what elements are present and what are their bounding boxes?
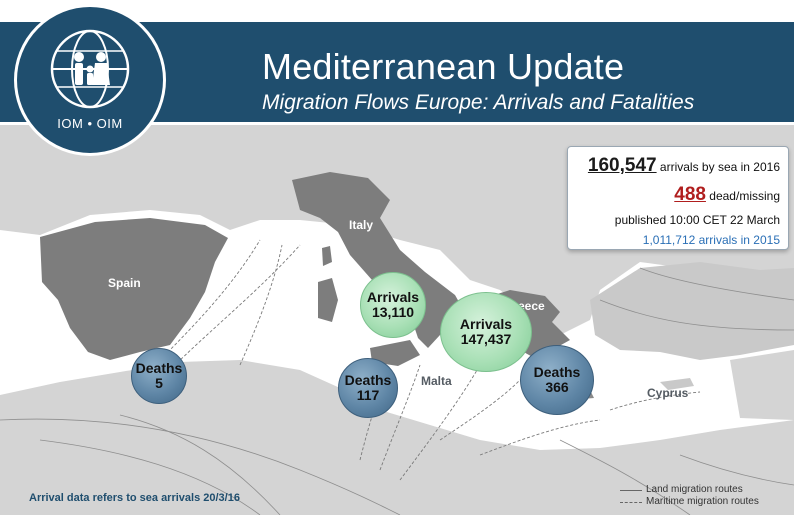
iom-logo: [14, 4, 166, 156]
label-malta: Malta: [421, 374, 452, 388]
legend-dashed-line: [620, 502, 642, 503]
bubble-label: Arrivals: [366, 288, 420, 305]
label-italy: Italy: [349, 218, 374, 232]
bubble-label: Deaths: [135, 359, 183, 376]
dead-total: 488: [674, 184, 706, 205]
bubble-greece-arrivals: Arrivals 147,437: [440, 292, 532, 372]
land-middle-east: [730, 350, 794, 420]
dead-line: 488 dead/missing: [674, 184, 780, 206]
arrivals-suffix: arrivals by sea in 2016: [656, 160, 780, 174]
bubble-label: Deaths: [344, 371, 392, 388]
bubble-label: Deaths: [533, 363, 581, 380]
dead-suffix: dead/missing: [705, 189, 780, 203]
land-cyprus: [660, 378, 694, 390]
legend-maritime-label: Maritime migration routes: [646, 496, 759, 507]
land-turkey: [590, 262, 794, 360]
bubble-value: 117: [356, 387, 380, 403]
logo-text: IOM • OIM: [57, 116, 123, 131]
page-subtitle: Migration Flows Europe: Arrivals and Fat…: [262, 91, 695, 114]
arrivals-total: 160,547: [587, 155, 657, 176]
bubble-greece-deaths: Deaths 366: [520, 345, 594, 415]
iom-family-globe-icon: [50, 29, 130, 109]
page-title: Mediterranean Update: [262, 46, 625, 87]
bubble-spain-deaths: Deaths 5: [131, 348, 187, 404]
header-divider: [0, 122, 794, 125]
published-timestamp: published 10:00 CET 22 March: [614, 213, 780, 227]
label-spain: Spain: [108, 276, 141, 290]
legend-solid-line: [620, 490, 642, 491]
bubble-value: 13,110: [371, 304, 415, 320]
bubble-value: 147,437: [460, 331, 512, 347]
bubble-italy-arrivals: Arrivals 13,110: [360, 272, 426, 338]
map-legend: Land migration routes Maritime migration…: [620, 484, 790, 512]
bubble-value: 366: [545, 379, 569, 395]
prev-year-arrivals: 1,011,712 arrivals in 2015: [642, 233, 780, 247]
legend-land-label: Land migration routes: [646, 484, 743, 495]
stats-box: 160,547 arrivals by sea in 2016 488 dead…: [567, 146, 789, 250]
land-spain: [40, 218, 228, 360]
label-cyprus: Cyprus: [647, 386, 689, 400]
bubble-label: Arrivals: [459, 315, 513, 332]
land-sardinia: [318, 278, 338, 322]
land-corsica: [322, 246, 332, 266]
legend-land-routes: Land migration routes: [620, 484, 790, 496]
bubble-italy-deaths: Deaths 117: [338, 358, 398, 418]
land-north-africa: [0, 360, 794, 515]
legend-maritime-routes: Maritime migration routes: [620, 496, 790, 508]
land-routes: [0, 267, 794, 515]
footnote: Arrival data refers to sea arrivals 20/3…: [29, 492, 240, 504]
bubble-value: 5: [155, 375, 163, 391]
arrivals-line: 160,547 arrivals by sea in 2016: [588, 155, 780, 177]
land-sicily: [370, 340, 420, 366]
